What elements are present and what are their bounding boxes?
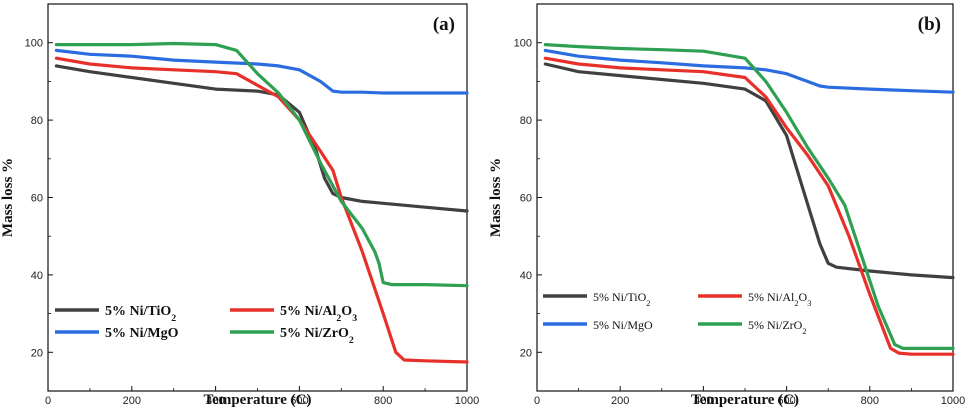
- x-tick-label: 600: [290, 395, 308, 407]
- x-tick-label: 800: [374, 395, 392, 407]
- y-tick-label: 20: [520, 347, 532, 359]
- legend: 5% Ni/TiO2 5% Ni/Al2O3 5% Ni/MgO 5% Ni/ZrO2: [543, 290, 811, 336]
- x-tick-label: 0: [534, 395, 540, 407]
- x-tick-label: 400: [694, 395, 712, 407]
- series-line-5-ni-al2o3: [54, 56, 469, 364]
- legend-label: 5% Ni/MgO: [593, 318, 653, 332]
- legend: 5% Ni/TiO2 5% Ni/Al2O3 5% Ni/MgO 5% Ni/ZrO2: [55, 304, 357, 346]
- panel-label: (a): [433, 14, 455, 35]
- x-tick-label: 0: [45, 395, 51, 407]
- y-tick-label: 20: [31, 347, 43, 359]
- panel-label: (b): [918, 14, 941, 35]
- series-line-5-ni-tio2: [543, 62, 955, 280]
- x-tick-label: 600: [777, 395, 795, 407]
- x-tick-label: 400: [206, 395, 224, 407]
- x-tick-label: 1000: [941, 395, 965, 407]
- y-tick-label: 40: [31, 270, 43, 282]
- y-tick-label: 100: [514, 38, 532, 50]
- series-line-5-ni-al2o3: [543, 56, 955, 356]
- y-tick-label: 60: [31, 193, 43, 205]
- legend-label: 5% Ni/TiO2: [105, 304, 176, 324]
- series-line-5-ni-mgo: [54, 48, 469, 95]
- x-tick-label: 800: [861, 395, 879, 407]
- y-tick-label: 80: [520, 115, 532, 127]
- x-tick-label: 200: [611, 395, 629, 407]
- series-line-5-ni-mgo: [543, 48, 955, 94]
- y-axis-label: Mass loss %: [488, 158, 504, 237]
- legend-label: 5% Ni/Al2O3: [748, 290, 811, 308]
- x-tick-label: 1000: [455, 395, 479, 407]
- y-tick-label: 60: [520, 193, 532, 205]
- legend-label: 5% Ni/ZrO2: [280, 326, 354, 346]
- y-tick-label: 40: [520, 270, 532, 282]
- y-tick-label: 100: [25, 38, 43, 50]
- chart-panel-b: 0 200 400 600 800 1000 20 40 60 80 100 Temperature …: [488, 3, 965, 408]
- legend-label: 5% Ni/Al2O3: [280, 304, 357, 324]
- legend-label: 5% Ni/TiO2: [593, 290, 650, 308]
- chart-panel-a: 0 200 400 600 800 1000 20 40 60 80 100 Temperature …: [0, 3, 479, 408]
- y-tick-label: 80: [31, 115, 43, 127]
- series-line-5-ni-zro2: [543, 42, 955, 350]
- y-axis-label: Mass loss %: [0, 158, 16, 237]
- x-axis-label: Temperature (C): [204, 392, 312, 408]
- legend-label: 5% Ni/MgO: [105, 326, 179, 341]
- x-tick-label: 200: [123, 395, 141, 407]
- x-axis-label: Temperature (C): [691, 392, 799, 408]
- legend-label: 5% Ni/ZrO2: [748, 318, 807, 336]
- series-line-5-ni-zro2: [54, 41, 469, 288]
